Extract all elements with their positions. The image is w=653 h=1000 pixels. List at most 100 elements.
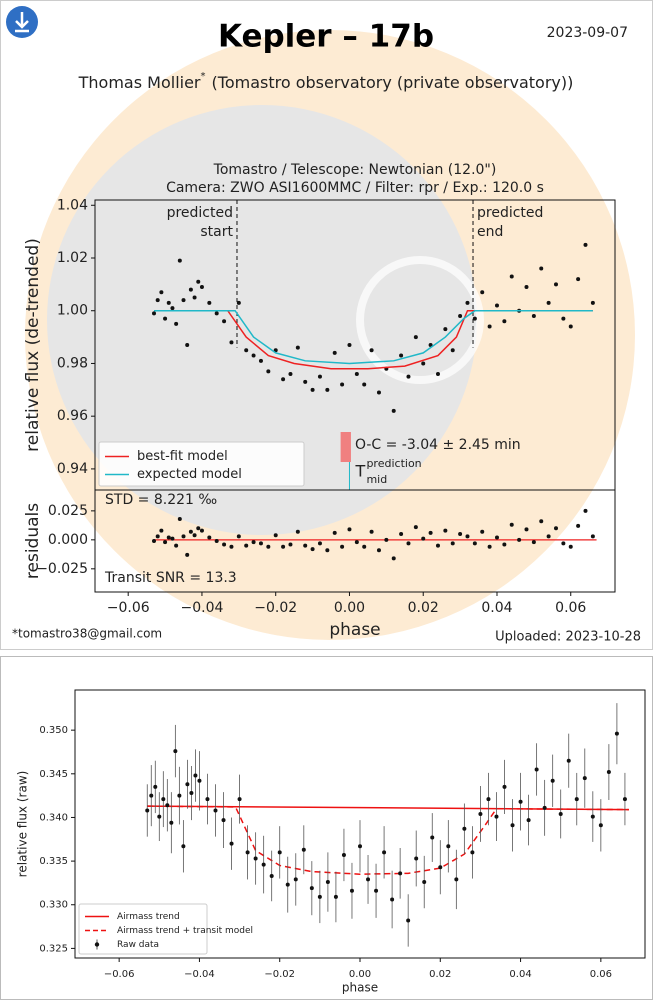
data-point (478, 811, 483, 816)
data-point (181, 844, 186, 849)
x-tick-label: −0.06 (104, 969, 135, 980)
watermark (47, 105, 477, 535)
y-tick-label: 0.340 (39, 812, 68, 823)
data-point (221, 818, 226, 823)
data-point (325, 548, 330, 553)
data-point (181, 298, 186, 303)
data-point (145, 808, 150, 813)
plot-frame (94, 489, 616, 593)
data-point (177, 516, 182, 521)
data-point (539, 519, 544, 524)
x-axis-label: phase (342, 981, 378, 995)
data-point (333, 894, 338, 899)
data-point (251, 353, 256, 358)
data-point (590, 300, 595, 305)
data-point (310, 547, 315, 552)
data-point (266, 369, 271, 374)
data-point (470, 850, 475, 855)
data-point (574, 797, 579, 802)
data-point (347, 527, 352, 532)
data-point (582, 776, 587, 781)
data-point (281, 377, 286, 382)
y-tick-label: 0.335 (39, 856, 68, 867)
data-point (510, 823, 515, 828)
data-point (149, 793, 154, 798)
data-point (174, 321, 179, 326)
data-point (502, 319, 507, 324)
data-point (188, 529, 193, 534)
x-tick-label: −0.04 (180, 600, 223, 616)
data-point (458, 532, 463, 537)
data-point (531, 540, 536, 545)
data-point (406, 374, 411, 379)
data-point (253, 856, 258, 861)
data-point (177, 793, 182, 798)
data-point (277, 850, 282, 855)
data-point (435, 543, 440, 548)
data-point (341, 852, 346, 857)
data-point (310, 387, 315, 392)
data-point (229, 544, 234, 549)
data-point (558, 811, 563, 816)
data-point (480, 529, 485, 534)
data-point (568, 324, 573, 329)
x-tick-label: 0.04 (509, 969, 531, 980)
data-point (251, 540, 256, 545)
x-tick-label: 0.00 (334, 600, 365, 616)
data-point (524, 285, 529, 289)
tmid-sup: prediction (366, 457, 421, 470)
oc-bar (340, 432, 351, 462)
data-point (229, 340, 234, 345)
data-point (163, 540, 168, 545)
data-point (169, 820, 174, 825)
data-point (288, 372, 293, 376)
data-point (413, 525, 418, 530)
data-point (354, 372, 359, 376)
data-point (428, 530, 433, 535)
data-point (205, 797, 210, 802)
data-point (450, 348, 455, 353)
data-point (199, 285, 204, 289)
data-point (273, 533, 278, 538)
data-point (301, 847, 306, 852)
x-tick-label: −0.06 (107, 600, 150, 616)
data-point (196, 526, 201, 531)
data-point (366, 877, 371, 882)
x-tick-label: 0.00 (349, 969, 371, 980)
data-point (281, 544, 286, 549)
data-point (568, 544, 573, 549)
data-point (472, 541, 477, 546)
data-point (340, 544, 345, 549)
data-point (192, 295, 197, 300)
data-point (494, 303, 499, 308)
model-line (154, 309, 593, 370)
data-point (317, 374, 322, 379)
y-tick-label: 0.025 (48, 503, 88, 519)
data-point (518, 799, 523, 804)
legend-label: expected model (137, 467, 242, 482)
data-point (494, 814, 499, 819)
date: 2023-09-07 (547, 25, 628, 41)
data-point (152, 539, 157, 543)
data-point (526, 818, 531, 823)
watermark (356, 256, 484, 384)
data-point (376, 390, 381, 395)
chart-title: Tomastro / Telescope: Newtonian (12.0") (213, 162, 497, 178)
data-point (295, 345, 300, 350)
data-point (244, 543, 249, 548)
data-point (332, 530, 337, 535)
data-point (398, 871, 403, 876)
data-point (181, 534, 186, 539)
data-point (166, 300, 171, 305)
data-point (391, 408, 396, 413)
y-tick-label: 0.330 (39, 900, 68, 911)
y-tick-label: 0.98 (57, 355, 88, 371)
data-point (606, 770, 611, 775)
email: *tomastro38@gmail.com (12, 627, 162, 641)
y-axis-label: relative flux (raw) (16, 771, 30, 878)
x-axis-label: phase (329, 620, 380, 640)
data-point (421, 361, 426, 366)
note: STD = 8.221 ‰ (105, 492, 217, 508)
x-tick-label: 0.06 (555, 600, 586, 616)
data-point (435, 372, 440, 376)
